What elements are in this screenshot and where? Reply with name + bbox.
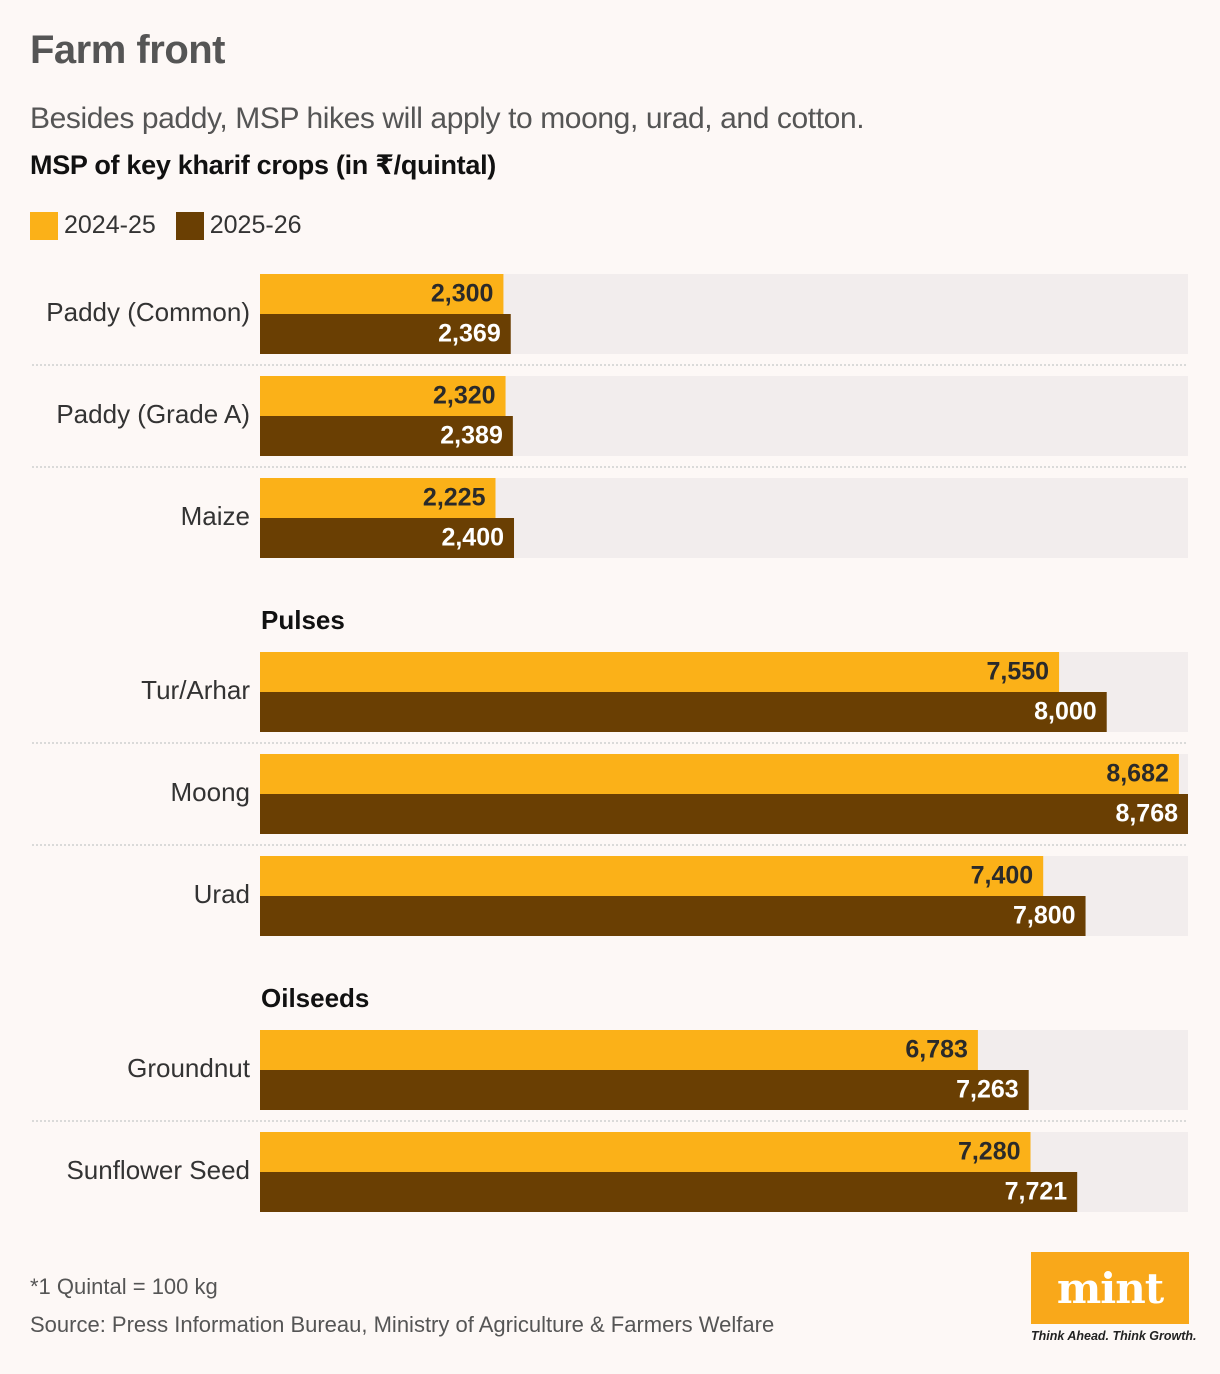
category-label-paddy-common: Paddy (Common) bbox=[46, 297, 250, 327]
bar-2025-26-paddy-grade-a bbox=[260, 416, 513, 456]
bar-2025-26-sunflower-seed bbox=[260, 1172, 1078, 1212]
legend-item-2025-26: 2025-26 bbox=[175, 211, 302, 240]
category-label-groundnut: Groundnut bbox=[127, 1053, 251, 1083]
value-label-2024-25-tur-arhar: 7,550 bbox=[987, 658, 1050, 686]
bar-2025-26-maize bbox=[260, 518, 515, 558]
logo-tagline: Think Ahead. Think Growth. bbox=[1031, 1329, 1197, 1343]
legend-item-2024-25: 2024-25 bbox=[30, 211, 156, 240]
value-label-2024-25-sunflower-seed: 7,280 bbox=[958, 1138, 1021, 1166]
value-label-2025-26-groundnut: 7,263 bbox=[956, 1076, 1019, 1104]
value-label-2024-25-paddy-common: 2,300 bbox=[431, 280, 494, 308]
category-label-tur-arhar: Tur/Arhar bbox=[141, 675, 250, 705]
legend: 2024-25 2025-26 bbox=[30, 211, 322, 240]
bar-2025-26-tur-arhar bbox=[260, 692, 1107, 732]
bar-2024-25-paddy-grade-a bbox=[260, 376, 506, 416]
group-header-oilseeds: Oilseeds bbox=[261, 983, 369, 1013]
bar-2024-25-maize bbox=[260, 478, 496, 518]
bar-2024-25-urad bbox=[260, 856, 1044, 896]
bar-2024-25-moong bbox=[260, 754, 1179, 794]
bar-2025-26-paddy-common bbox=[260, 314, 511, 354]
value-label-2024-25-urad: 7,400 bbox=[971, 862, 1034, 890]
legend-label-2025-26: 2025-26 bbox=[209, 211, 302, 239]
bar-2025-26-groundnut bbox=[260, 1070, 1029, 1110]
value-label-2024-25-maize: 2,225 bbox=[423, 484, 486, 512]
bar-2025-26-moong bbox=[260, 794, 1188, 834]
value-label-2024-25-groundnut: 6,783 bbox=[905, 1036, 968, 1064]
logo-text: mint bbox=[1056, 1263, 1164, 1313]
value-label-2024-25-paddy-grade-a: 2,320 bbox=[433, 382, 496, 410]
mint-logo: mint bbox=[1031, 1252, 1189, 1324]
chart-title: Farm front bbox=[30, 28, 226, 72]
category-label-paddy-grade-a: Paddy (Grade A) bbox=[56, 399, 250, 429]
legend-swatch-2024-25 bbox=[30, 211, 58, 240]
category-label-moong: Moong bbox=[171, 777, 251, 807]
value-label-2025-26-paddy-common: 2,369 bbox=[438, 320, 501, 348]
bar-2024-25-sunflower-seed bbox=[260, 1132, 1031, 1172]
value-label-2024-25-moong: 8,682 bbox=[1106, 760, 1169, 788]
chart-heading: MSP of key kharif crops (in ₹/quintal) bbox=[30, 150, 496, 180]
legend-label-2024-25: 2024-25 bbox=[64, 211, 156, 239]
value-label-2025-26-tur-arhar: 8,000 bbox=[1034, 698, 1097, 726]
value-label-2025-26-maize: 2,400 bbox=[441, 524, 504, 552]
value-label-2025-26-sunflower-seed: 7,721 bbox=[1005, 1178, 1068, 1206]
category-label-urad: Urad bbox=[194, 879, 250, 909]
bar-2024-25-tur-arhar bbox=[260, 652, 1060, 692]
bar-chart: 2,300 2,369 Paddy (Common) 2,320 2,389 Paddy … bbox=[32, 274, 1188, 1212]
legend-swatch-2025-26 bbox=[175, 211, 204, 240]
value-label-2025-26-urad: 7,800 bbox=[1013, 902, 1076, 930]
source-note: Source: Press Information Bureau, Minist… bbox=[30, 1312, 775, 1337]
group-header-pulses: Pulses bbox=[261, 605, 345, 635]
value-label-2025-26-paddy-grade-a: 2,389 bbox=[440, 422, 503, 450]
bar-2024-25-groundnut bbox=[260, 1030, 978, 1070]
chart-subtitle: Besides paddy, MSP hikes will apply to m… bbox=[30, 102, 865, 135]
bar-2024-25-paddy-common bbox=[260, 274, 504, 314]
footnote: *1 Quintal = 100 kg bbox=[30, 1274, 218, 1299]
bar-2025-26-urad bbox=[260, 896, 1086, 936]
value-label-2025-26-moong: 8,768 bbox=[1115, 800, 1178, 828]
category-label-sunflower-seed: Sunflower Seed bbox=[66, 1155, 250, 1185]
category-label-maize: Maize bbox=[181, 501, 250, 531]
